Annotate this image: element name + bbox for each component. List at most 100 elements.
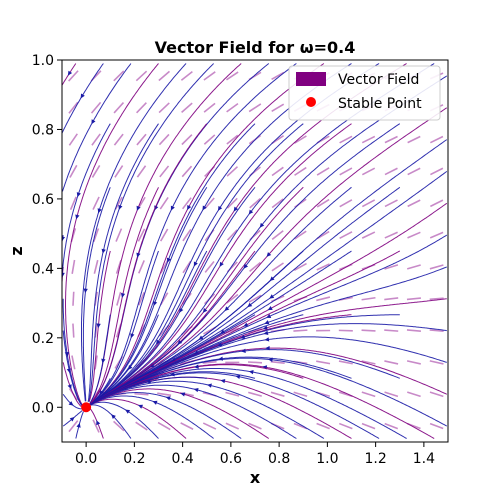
- quiver-arrow: [271, 230, 284, 241]
- streamline-arrowhead: [97, 208, 102, 214]
- streamline-arrowhead: [128, 365, 133, 370]
- quiver-arrow: [271, 71, 285, 81]
- streamline-arrowhead: [64, 351, 70, 357]
- x-tick-label: 0.6: [220, 451, 242, 467]
- quiver-arrow: [138, 291, 145, 306]
- quiver-arrow: [361, 231, 376, 239]
- quiver-arrow: [203, 71, 216, 81]
- quiver-arrow: [203, 102, 216, 113]
- streamline-arrowhead: [91, 119, 96, 125]
- streamline-arrowhead: [80, 93, 85, 99]
- quiver-arrow: [136, 165, 147, 178]
- quiver-arrow: [202, 422, 217, 430]
- quiver-arrow: [407, 199, 421, 208]
- y-tick-label: 0.6: [32, 192, 54, 208]
- quiver-arrow: [71, 259, 76, 274]
- streamline-arrowhead: [83, 288, 88, 294]
- quiver-arrow: [157, 392, 172, 397]
- quiver-arrow: [316, 198, 330, 208]
- quiver-arrow: [180, 422, 194, 430]
- quiver-arrow: [182, 228, 192, 242]
- streamline-arrowhead: [269, 294, 275, 299]
- streamline-arrowhead: [240, 334, 246, 339]
- quiver-arrow: [92, 196, 100, 210]
- quiver-arrow: [338, 360, 353, 365]
- streamline-arrowhead: [130, 333, 135, 339]
- streamline-arrowhead: [248, 369, 254, 375]
- streamline-arrowhead: [264, 320, 270, 325]
- streamline-arrowhead: [146, 379, 152, 384]
- quiver-arrow: [407, 391, 421, 398]
- quiver-arrow: [71, 355, 76, 370]
- streamline: [87, 123, 159, 402]
- y-axis-label: z: [7, 246, 26, 255]
- quiver-arrow: [72, 291, 75, 306]
- quiver-arrow: [384, 297, 399, 301]
- quiver-arrow: [271, 262, 284, 272]
- quiver-arrow: [316, 263, 330, 271]
- streamline-arrowhead: [101, 358, 106, 364]
- quiver-arrow: [406, 297, 421, 301]
- quiver-arrow: [384, 231, 398, 239]
- streamline-arrowhead: [219, 261, 224, 267]
- y-tick-label: 1.0: [32, 53, 54, 69]
- quiver-arrow: [339, 199, 353, 208]
- streamline-arrowhead: [233, 206, 239, 212]
- quiver-arrow: [68, 70, 79, 82]
- quiver-arrow: [294, 166, 307, 176]
- streamline-arrowhead: [111, 414, 116, 419]
- streamline-arrowhead: [243, 263, 249, 269]
- quiver-arrow: [339, 167, 353, 176]
- quiver-arrow: [361, 360, 376, 365]
- quiver-arrow: [294, 135, 307, 144]
- quiver-arrow: [116, 291, 122, 306]
- quiver-arrow: [226, 71, 239, 81]
- quiver-arrow: [384, 391, 399, 398]
- quiver-arrow: [113, 102, 125, 114]
- quiver-arrow: [293, 329, 308, 332]
- quiver-arrow: [339, 135, 353, 144]
- legend: Vector Field Stable Point: [288, 65, 441, 121]
- streamline-arrowhead: [194, 364, 199, 369]
- quiver-arrow: [115, 228, 123, 242]
- quiver-arrow: [430, 167, 444, 176]
- quiver-arrow: [429, 231, 444, 239]
- quiver-arrow: [429, 422, 444, 430]
- quiver-arrow: [92, 419, 100, 433]
- quiver-arrow: [248, 103, 262, 113]
- y-tick-label: 0.4: [32, 261, 54, 277]
- streamline-arrowhead: [247, 302, 253, 308]
- streamline-arrowhead: [125, 409, 131, 414]
- quiver-arrow: [114, 196, 123, 210]
- streamline-arrowhead: [207, 383, 212, 388]
- streamline-arrowhead: [266, 313, 272, 318]
- quiver-arrow: [159, 228, 169, 242]
- streamline-arrowhead: [69, 416, 75, 422]
- quiver-arrow: [271, 166, 284, 177]
- x-tick-label: 1.0: [316, 451, 338, 467]
- streamline-arrowhead: [120, 293, 126, 298]
- quiver-arrow: [226, 134, 239, 145]
- quiver-arrow: [181, 165, 193, 178]
- quiver-arrow: [293, 391, 308, 398]
- legend-box: [288, 65, 441, 121]
- quiver-arrow: [69, 164, 78, 178]
- quiver-arrow: [270, 360, 285, 364]
- quiver-arrow: [248, 391, 262, 397]
- streamline-arrowhead: [118, 204, 123, 210]
- streamline-arrowhead: [217, 205, 223, 211]
- streamline-arrowhead: [180, 392, 186, 397]
- streamline-arrowhead: [62, 236, 66, 242]
- streamline-arrowhead: [136, 252, 141, 258]
- legend-vector-field-swatch: [296, 72, 326, 86]
- streamline-arrowhead: [153, 301, 158, 307]
- plot-frame: [61, 59, 449, 443]
- quiver-arrow: [384, 135, 398, 144]
- streamline-arrowhead: [62, 272, 65, 278]
- quiver-arrow: [68, 133, 78, 146]
- quiver-arrow: [316, 422, 330, 430]
- quiver-arrow: [93, 259, 99, 274]
- quiver-arrow: [181, 102, 193, 113]
- quiver-arrow: [270, 391, 285, 397]
